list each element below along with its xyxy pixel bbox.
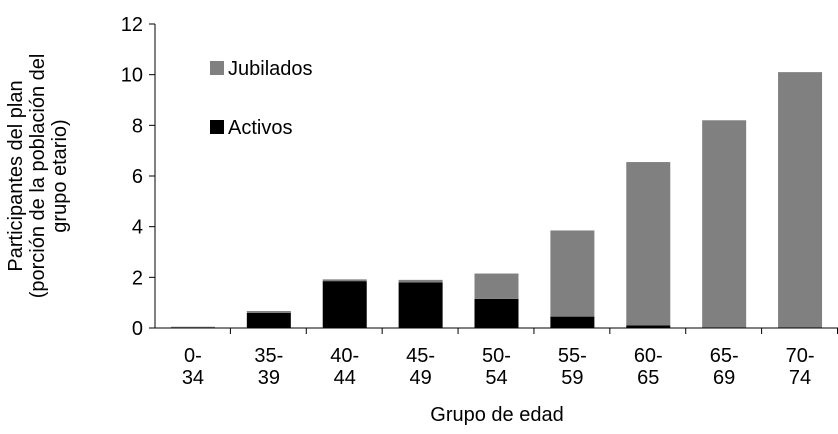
bar-segment	[246, 312, 291, 328]
bar-segment	[474, 273, 519, 299]
bar-segment	[170, 326, 215, 328]
legend-swatch	[210, 120, 224, 134]
y-axis-title-group: Participantes del plan(porción de la pob…	[5, 54, 71, 299]
bar-segment	[474, 298, 519, 328]
x-tick-label: 0-34	[182, 345, 204, 389]
y-tick-label: 6	[132, 166, 143, 188]
y-tick-label: 10	[121, 65, 143, 87]
bar-segment	[322, 281, 367, 328]
bar-segment	[626, 162, 671, 326]
y-tick-label: 8	[132, 115, 143, 137]
bar-segment	[398, 282, 443, 328]
bar-segment	[550, 316, 595, 328]
bar-segment	[550, 230, 595, 317]
legend-label: Jubilados	[228, 58, 313, 80]
x-tick-label: 60-65	[634, 345, 663, 389]
y-tick-label: 12	[121, 14, 143, 36]
x-tick-label: 55-59	[558, 345, 587, 389]
bar-segment	[702, 120, 747, 329]
x-tick-label: 70-74	[786, 345, 815, 389]
bar-segment	[626, 325, 671, 328]
bar-segment	[322, 279, 367, 282]
bar-segment	[778, 72, 823, 328]
y-tick-label: 0	[132, 318, 143, 340]
bar-segment	[246, 311, 291, 313]
legend-label: Activos	[228, 117, 292, 139]
legend-swatch	[210, 61, 224, 75]
y-axis-title: Participantes del plan(porción de la pob…	[5, 54, 71, 299]
x-tick-label: 35-39	[254, 345, 283, 389]
x-tick-label: 40-44	[330, 345, 359, 389]
x-axis-title: Grupo de edad	[430, 404, 563, 426]
bar-segment	[398, 279, 443, 283]
y-tick-label: 2	[132, 267, 143, 289]
x-tick-label: 65-69	[710, 345, 739, 389]
y-tick-label: 4	[132, 217, 143, 239]
x-tick-label: 45-49	[406, 345, 435, 389]
x-tick-label: 50-54	[482, 345, 511, 389]
